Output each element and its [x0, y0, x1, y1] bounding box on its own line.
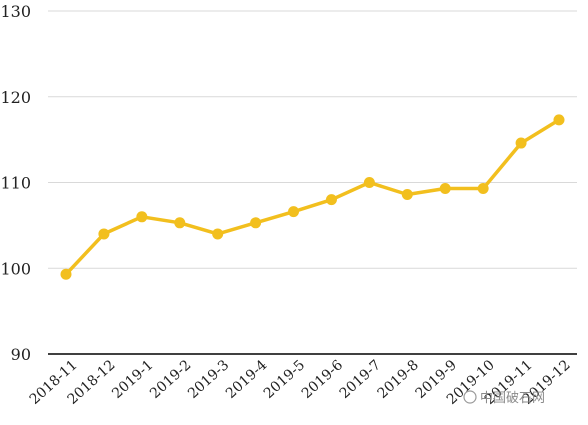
data-point: [288, 206, 300, 218]
data-point: [553, 114, 565, 126]
watermark-text: 中国破石网: [480, 391, 545, 406]
x-tick-label: 2019-6: [299, 357, 346, 402]
data-point: [250, 217, 262, 229]
x-tick-label: 2019-8: [375, 357, 422, 402]
y-tick-label: 110: [0, 174, 31, 193]
data-point: [363, 177, 375, 188]
data-point: [60, 268, 72, 280]
data-point: [325, 194, 337, 206]
data-point: [439, 183, 451, 195]
x-tick-label: 2019-1: [109, 357, 156, 402]
data-point: [98, 228, 110, 240]
x-tick-label: 2019-2: [147, 357, 194, 402]
x-tick-label: 2019-3: [185, 357, 232, 402]
x-tick-label: 2019-4: [223, 357, 270, 402]
watermark: 中国破石网: [463, 390, 545, 406]
data-point: [174, 217, 186, 229]
y-tick-label: 90: [11, 345, 31, 364]
x-tick-label: 2019-7: [337, 357, 384, 402]
y-tick-label: 120: [0, 88, 31, 107]
data-point: [401, 189, 413, 201]
y-tick-label: 130: [0, 2, 31, 21]
data-point: [477, 183, 489, 195]
y-axis-ticks: 90 100 110 120 130: [0, 2, 31, 364]
y-tick-label: 100: [0, 259, 31, 278]
series-line: [64, 118, 561, 277]
watermark-icon: [463, 390, 477, 404]
data-point: [212, 228, 224, 240]
gridlines: [48, 10, 577, 269]
data-point: [515, 137, 527, 149]
data-point: [136, 211, 148, 223]
x-tick-label: 2019-5: [261, 357, 308, 402]
data-points: [60, 114, 565, 280]
